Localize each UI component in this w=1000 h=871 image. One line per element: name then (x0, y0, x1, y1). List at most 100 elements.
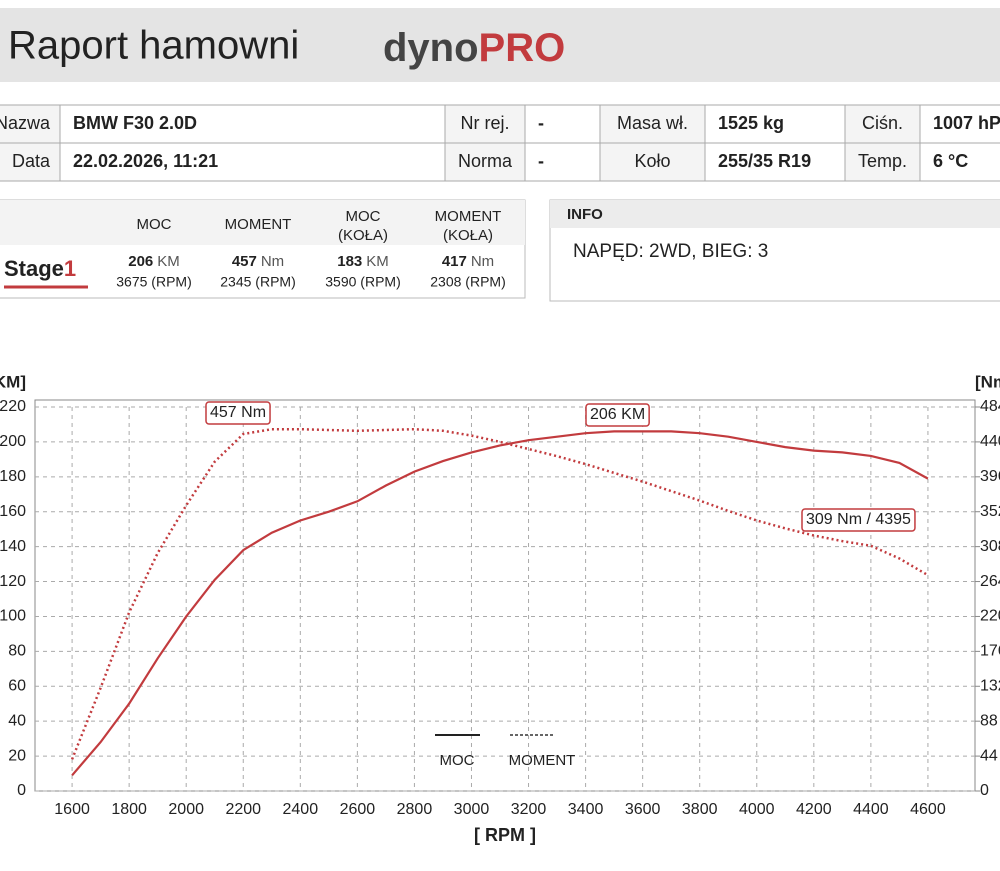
info-head (550, 200, 1000, 228)
info-text: NAPĘD: 2WD, BIEG: 3 (573, 241, 768, 262)
legend-label: MOC (440, 752, 475, 769)
table-value: 6 °C (933, 151, 968, 171)
summary-number: 417 (442, 253, 467, 270)
y-tick-label: 20 (8, 747, 26, 764)
table-cell (919, 104, 1000, 144)
y2-tick-label: 396 (980, 468, 1000, 485)
table-cell (704, 142, 846, 182)
table-label: Data (12, 151, 51, 171)
table-cell (444, 142, 526, 182)
table-cell (704, 104, 846, 144)
table-cell (599, 142, 706, 182)
y2-tick-label: 44 (980, 747, 998, 764)
summary-unit: Nm (261, 253, 284, 270)
table-cell (919, 142, 1000, 182)
table-label: Ciśn. (862, 113, 903, 133)
y-tick-label: 100 (0, 608, 26, 625)
y2-tick-label: 308 (980, 538, 1000, 555)
x-tick-label: 4600 (910, 801, 946, 818)
summary-rpm: 3590 (RPM) (325, 274, 400, 290)
y-tick-label: 200 (0, 433, 26, 450)
summary-number: 183 (337, 253, 362, 270)
series-line (70, 427, 929, 760)
y2-tick-label: 352 (980, 503, 1000, 520)
x-tick-label: 2800 (397, 801, 433, 818)
logo: dynoPRO (383, 26, 565, 70)
x-tick-label: 2600 (340, 801, 376, 818)
y2-tick-label: 220 (980, 608, 1000, 625)
x-tick-label: 3200 (511, 801, 547, 818)
x-tick-label: 2000 (168, 801, 204, 818)
plot-area (34, 399, 976, 792)
x-tick-label: 3400 (568, 801, 604, 818)
legend-label: MOMENT (509, 752, 576, 769)
y-tick-label: 40 (8, 712, 26, 729)
table-value: 22.02.2026, 11:21 (73, 151, 218, 171)
table-label: Nr rej. (461, 113, 510, 133)
summary-header: (KOŁA) (338, 227, 388, 244)
x-tick-label: 3600 (625, 801, 661, 818)
annotation-box (585, 403, 650, 427)
y-tick-label: 60 (8, 677, 26, 694)
y-tick-label: 80 (8, 643, 26, 660)
y-tick-label: 220 (0, 398, 26, 415)
table-cell (0, 142, 61, 182)
x-tick-label: 4000 (739, 801, 775, 818)
x-tick-label: 1600 (54, 801, 90, 818)
table-label: Koło (634, 151, 670, 171)
table-value: 1007 hPa (933, 113, 1000, 133)
y-tick-label: 120 (0, 573, 26, 590)
report-title: Raport hamowni (8, 24, 299, 68)
summary-value: 206 KM (128, 253, 180, 270)
y2-axis-title: [Nm] (975, 372, 1000, 391)
annotation-box (205, 401, 271, 425)
summary-rpm: 2345 (RPM) (220, 274, 295, 290)
summary-header: MOC (137, 216, 172, 233)
info-title: INFO (567, 206, 603, 223)
series-line (71, 430, 929, 777)
x-tick-label: 1800 (111, 801, 147, 818)
table-cell (524, 142, 601, 182)
summary-unit: Nm (471, 253, 494, 270)
table-cell (599, 104, 706, 144)
summary-value: 183 KM (337, 253, 389, 270)
stage-text: Stage (4, 256, 64, 281)
table-cell (844, 104, 921, 144)
summary-head (0, 200, 525, 245)
annotation-box (801, 508, 916, 532)
chart: 0204060801001201401601802002200448813217… (0, 372, 1000, 844)
table-label: Norma (458, 151, 513, 171)
table-cell (0, 104, 61, 144)
x-axis-title: [ RPM ] (474, 825, 536, 845)
summary-unit: KM (157, 253, 180, 270)
table-label: Nazwa (0, 113, 51, 133)
table-cell (524, 104, 601, 144)
summary-unit: KM (366, 253, 389, 270)
x-tick-label: 4200 (796, 801, 832, 818)
summary-value: 457 Nm (232, 253, 284, 270)
summary-header: MOMENT (435, 208, 502, 225)
stage-label: Stage1 (4, 256, 76, 281)
annotation: 309 Nm / 4395 (806, 511, 911, 528)
x-tick-label: 3000 (454, 801, 490, 818)
annotation: 457 Nm (210, 404, 266, 421)
y-tick-label: 160 (0, 503, 26, 520)
table-cell (444, 104, 526, 144)
table-value: 1525 kg (718, 113, 784, 133)
y2-tick-label: 440 (980, 433, 1000, 450)
y2-tick-label: 176 (980, 643, 1000, 660)
table-label: Temp. (858, 151, 907, 171)
table-cell (59, 142, 446, 182)
info-table: Nazwa BMW F30 2.0D Nr rej. - Masa wł. 1525 kg… (0, 104, 1000, 182)
x-tick-label: 2400 (283, 801, 319, 818)
y2-tick-label: 0 (980, 782, 989, 799)
summary-header: MOMENT (225, 216, 292, 233)
summary-number: 206 (128, 253, 153, 270)
x-tick-label: 4400 (853, 801, 889, 818)
y2-tick-label: 88 (980, 712, 998, 729)
y-tick-label: 0 (17, 782, 26, 799)
summary-header: (KOŁA) (443, 227, 493, 244)
